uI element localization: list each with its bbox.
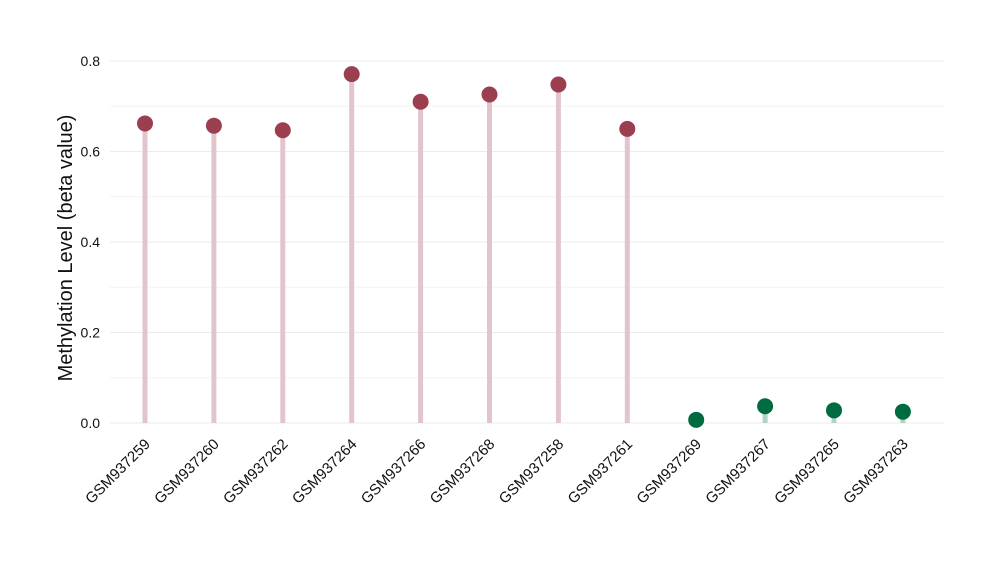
x-tick-label: GSM937263 — [840, 436, 912, 508]
point-GSM937261 — [619, 120, 636, 137]
point-GSM937268 — [481, 86, 498, 103]
y-tick-label: 0.6 — [81, 144, 101, 160]
y-tick-label: 0.8 — [81, 53, 101, 69]
x-tick-label: GSM937269 — [633, 436, 705, 508]
x-axis-ticks: GSM937259GSM937260GSM937262GSM937264GSM9… — [82, 436, 911, 508]
point-GSM937266 — [412, 93, 429, 110]
x-tick-label: GSM937264 — [289, 436, 361, 508]
y-tick-label: 0.4 — [81, 234, 101, 250]
points — [137, 66, 911, 428]
point-GSM937259 — [137, 115, 153, 132]
point-GSM937263 — [894, 403, 911, 420]
point-GSM937269 — [688, 411, 705, 428]
x-tick-label: GSM937268 — [427, 436, 499, 508]
point-GSM937264 — [343, 66, 360, 83]
x-tick-label: GSM937266 — [358, 436, 430, 508]
point-GSM937265 — [826, 402, 842, 419]
gridlines — [110, 60, 944, 424]
point-GSM937262 — [274, 122, 291, 139]
y-axis-title: Methylation Level (beta value) — [55, 115, 77, 382]
point-GSM937260 — [205, 117, 222, 134]
x-tick-label: GSM937265 — [771, 436, 843, 508]
x-tick-label: GSM937267 — [702, 436, 774, 508]
point-GSM937267 — [757, 398, 774, 415]
y-axis-ticks: 0.0 0.2 0.4 0.6 0.8 — [81, 53, 101, 431]
x-tick-label: GSM937258 — [496, 436, 568, 508]
y-tick-label: 0.0 — [81, 415, 101, 431]
x-tick-label: GSM937261 — [565, 436, 637, 508]
stems — [142, 74, 906, 423]
x-tick-label: GSM937262 — [220, 436, 292, 508]
x-tick-label: GSM937260 — [151, 436, 223, 508]
point-GSM937258 — [550, 76, 567, 93]
x-tick-label: GSM937259 — [82, 436, 154, 508]
y-tick-label: 0.2 — [81, 325, 101, 341]
